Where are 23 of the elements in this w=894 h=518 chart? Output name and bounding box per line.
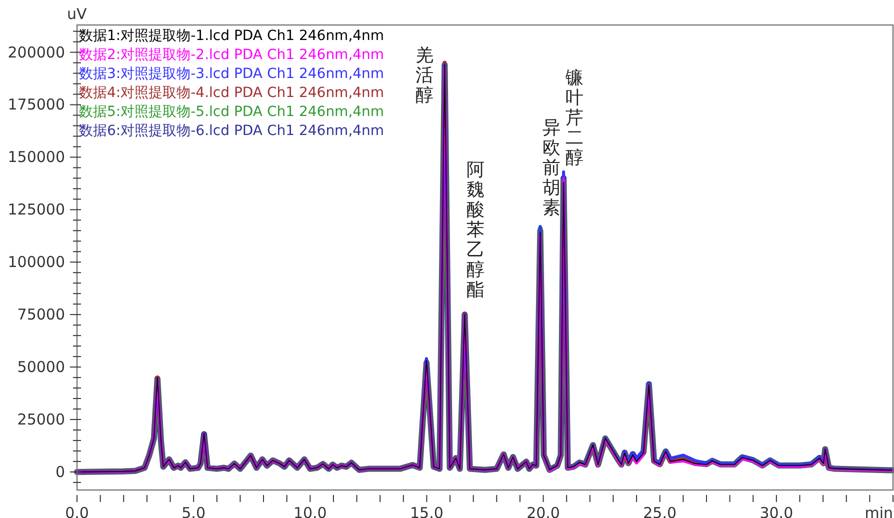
x-tick-label: 10.0 (293, 504, 327, 518)
legend: 数据1:对照提取物-1.lcd PDA Ch1 246nm,4nm 数据2:对照提取物-2.lcd PDA Ch1 246nm,4nm 数据3:对照提取物-3.lcd PDA Ch1 246nm,4nm 数据4:对照提取物-4.lcd PDA Ch1 246nm,4nm 数据5:对照提取物-5.lcd PDA Ch1 246nm,4nm 数据6:对照提取物-6.lcd PDA Ch1 246nm,4nm (79, 28, 384, 139)
y-tick-label: 200000 (8, 43, 65, 62)
y-axis-title: uV (67, 5, 88, 23)
x-tick-label: 20.0 (526, 504, 560, 518)
y-tick-label: 100000 (8, 253, 65, 272)
annotation: 异欧前胡素 (542, 118, 560, 219)
y-tick-label: 75000 (17, 306, 65, 324)
y-tick-label: 50000 (17, 358, 65, 376)
y-tick-label: 175000 (8, 96, 65, 114)
y-tick-label: 0 (55, 462, 65, 481)
y-tick-label: 125000 (8, 200, 65, 219)
x-tick-label: 30.0 (760, 504, 794, 518)
x-axis-title: min (864, 504, 893, 518)
x-tick-label: 5.0 (182, 504, 206, 518)
x-tick-label: 0.0 (65, 504, 89, 518)
y-tick-label: 25000 (17, 410, 65, 428)
annotation: 阿魏酸苯乙醇酯 (466, 160, 485, 301)
annotation: 镰叶芹二醇 (564, 67, 584, 168)
annotation: 羌活醇 (416, 45, 434, 106)
x-tick-label: 15.0 (410, 504, 444, 518)
y-tick-label: 150000 (8, 148, 65, 166)
x-tick-label: 25.0 (643, 504, 677, 518)
